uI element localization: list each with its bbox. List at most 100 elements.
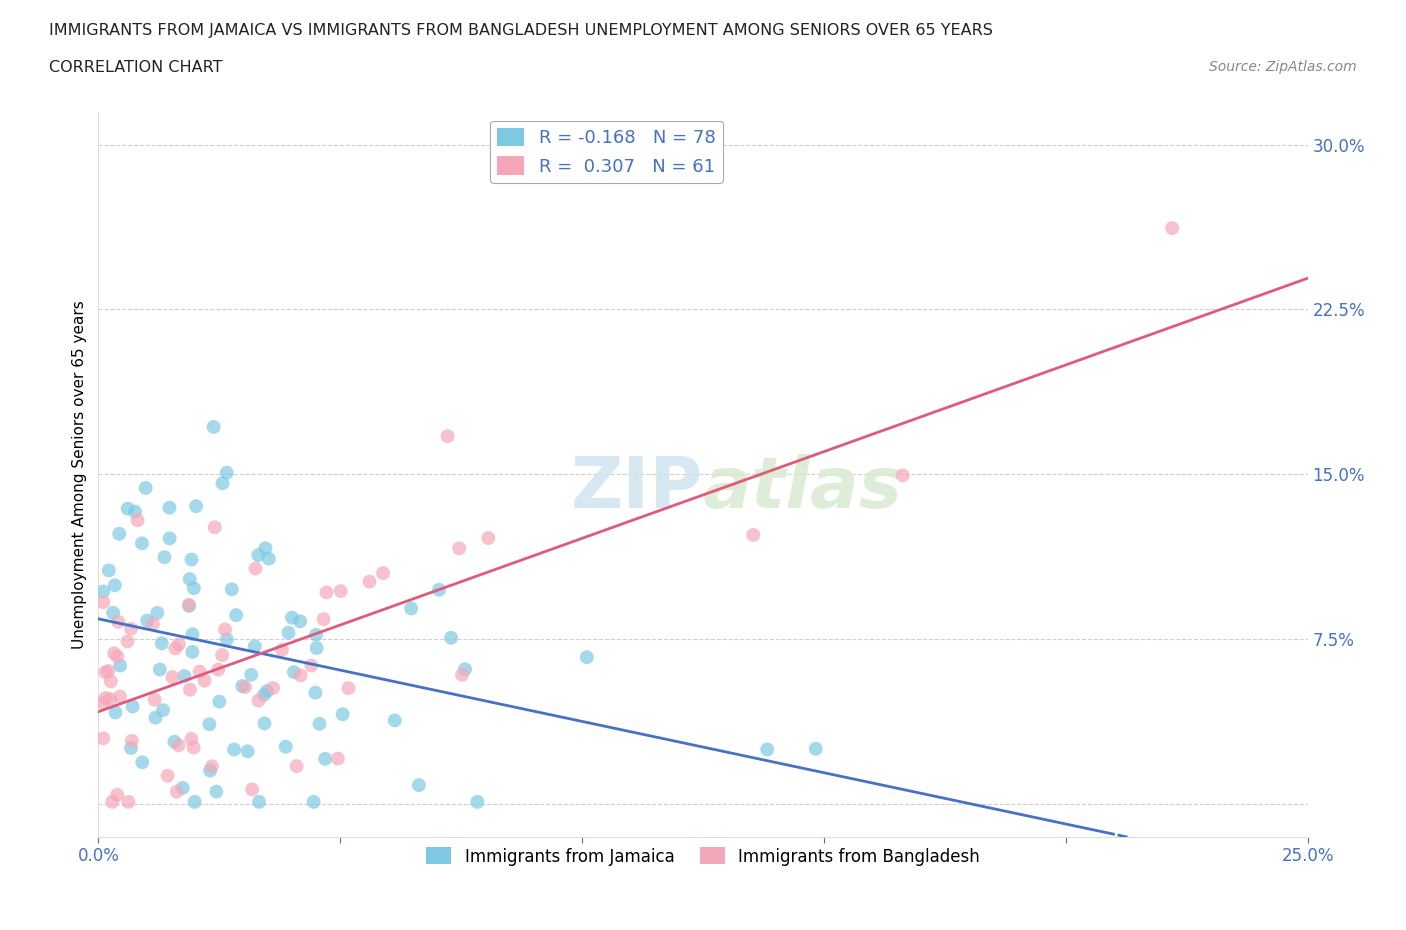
Point bbox=[440, 631, 463, 645]
Point bbox=[305, 641, 328, 656]
Point bbox=[299, 658, 322, 673]
Point bbox=[162, 670, 184, 684]
Point bbox=[271, 643, 294, 658]
Point bbox=[236, 744, 259, 759]
Point bbox=[167, 637, 190, 652]
Point bbox=[108, 658, 131, 673]
Point bbox=[742, 527, 765, 542]
Point bbox=[124, 504, 146, 519]
Point bbox=[359, 574, 381, 589]
Point bbox=[337, 681, 360, 696]
Text: ZIP: ZIP bbox=[571, 455, 703, 524]
Legend: Immigrants from Jamaica, Immigrants from Bangladesh: Immigrants from Jamaica, Immigrants from… bbox=[420, 841, 986, 872]
Point bbox=[436, 429, 458, 444]
Point bbox=[121, 734, 143, 749]
Point bbox=[312, 612, 335, 627]
Point bbox=[97, 663, 120, 678]
Point bbox=[247, 693, 270, 708]
Point bbox=[371, 565, 394, 580]
Point bbox=[143, 692, 166, 707]
Point bbox=[214, 622, 236, 637]
Point bbox=[243, 639, 266, 654]
Point bbox=[305, 628, 328, 643]
Point bbox=[104, 705, 127, 720]
Point bbox=[131, 536, 153, 551]
Point bbox=[302, 794, 325, 809]
Point bbox=[107, 615, 129, 630]
Point bbox=[454, 662, 477, 677]
Text: atlas: atlas bbox=[703, 455, 903, 524]
Point bbox=[208, 694, 231, 709]
Point bbox=[477, 531, 499, 546]
Point bbox=[253, 687, 276, 702]
Point bbox=[205, 784, 228, 799]
Point bbox=[329, 584, 352, 599]
Y-axis label: Unemployment Among Seniors over 65 years: Unemployment Among Seniors over 65 years bbox=[72, 300, 87, 649]
Point bbox=[180, 731, 202, 746]
Point bbox=[891, 468, 914, 483]
Point bbox=[159, 500, 181, 515]
Point bbox=[225, 607, 247, 622]
Point bbox=[262, 681, 284, 696]
Point bbox=[120, 740, 142, 755]
Point bbox=[315, 585, 337, 600]
Point bbox=[177, 597, 200, 612]
Point bbox=[91, 731, 114, 746]
Point bbox=[120, 621, 142, 636]
Point bbox=[290, 614, 312, 629]
Point bbox=[285, 759, 308, 774]
Point bbox=[179, 572, 201, 587]
Text: Source: ZipAtlas.com: Source: ZipAtlas.com bbox=[1209, 60, 1357, 74]
Point bbox=[245, 561, 267, 576]
Point bbox=[100, 692, 122, 707]
Point bbox=[105, 649, 128, 664]
Point bbox=[165, 641, 187, 656]
Point bbox=[332, 707, 354, 722]
Point bbox=[103, 645, 125, 660]
Point bbox=[256, 684, 278, 698]
Point bbox=[204, 520, 226, 535]
Point bbox=[222, 742, 245, 757]
Point bbox=[163, 735, 186, 750]
Point bbox=[304, 685, 326, 700]
Point bbox=[159, 531, 181, 546]
Point bbox=[1161, 220, 1184, 235]
Point bbox=[211, 647, 233, 662]
Point bbox=[221, 582, 243, 597]
Point bbox=[193, 673, 215, 688]
Point bbox=[156, 768, 179, 783]
Point bbox=[94, 665, 117, 680]
Point bbox=[281, 610, 304, 625]
Point bbox=[142, 617, 165, 631]
Point bbox=[215, 465, 238, 480]
Point bbox=[183, 580, 205, 595]
Point bbox=[108, 526, 131, 541]
Point bbox=[231, 679, 253, 694]
Point bbox=[167, 737, 190, 752]
Point bbox=[181, 644, 204, 659]
Point bbox=[97, 563, 120, 578]
Point bbox=[384, 713, 406, 728]
Point bbox=[180, 552, 202, 567]
Point bbox=[290, 668, 312, 683]
Point bbox=[104, 578, 127, 592]
Point bbox=[145, 711, 167, 725]
Point bbox=[181, 627, 204, 642]
Point bbox=[121, 699, 143, 714]
Point bbox=[149, 662, 172, 677]
Point bbox=[198, 717, 221, 732]
Point bbox=[233, 680, 256, 695]
Point bbox=[179, 683, 201, 698]
Point bbox=[183, 794, 205, 809]
Point bbox=[201, 759, 224, 774]
Point bbox=[135, 481, 157, 496]
Point bbox=[91, 584, 114, 599]
Point bbox=[756, 742, 779, 757]
Point bbox=[131, 755, 153, 770]
Point bbox=[173, 669, 195, 684]
Point bbox=[186, 498, 208, 513]
Point bbox=[94, 691, 117, 706]
Point bbox=[575, 650, 598, 665]
Point bbox=[240, 668, 263, 683]
Point bbox=[188, 664, 211, 679]
